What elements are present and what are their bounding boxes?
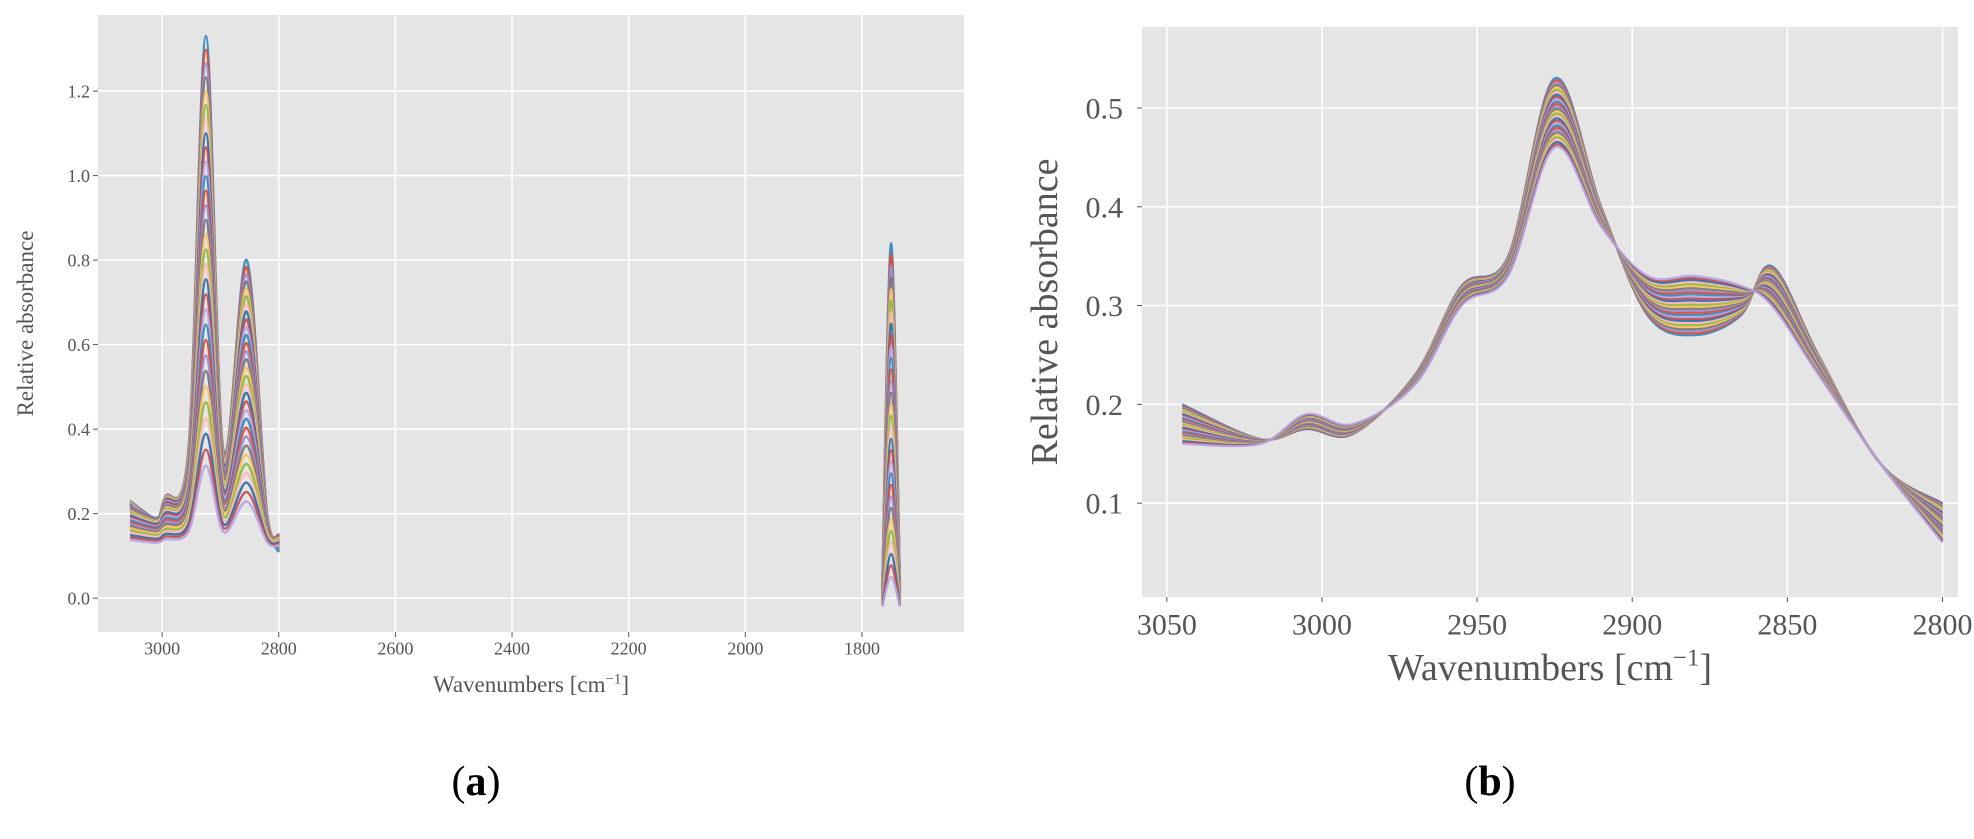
y-tick-label: 0.3 — [1086, 290, 1124, 323]
series-group — [1181, 77, 1944, 544]
x-tick-label: 3000 — [144, 639, 180, 659]
spectrum-line — [129, 448, 280, 547]
y-tick-label: 0.2 — [1086, 389, 1124, 422]
spectrum-line — [129, 464, 280, 548]
y-axis-label: Relative absorbance — [1024, 158, 1066, 465]
y-tick-label: 0.8 — [68, 250, 91, 270]
x-tick-label: 2850 — [1757, 609, 1817, 642]
panel-a-caption-letter: a — [465, 759, 487, 805]
plot-area — [98, 15, 964, 632]
x-tick-label: 3000 — [1292, 609, 1352, 642]
spectrum-line — [881, 575, 902, 607]
y-tick-label: 0.4 — [1086, 191, 1124, 224]
panel-b-caption-letter: b — [1478, 759, 1502, 805]
x-tick-label: 2950 — [1447, 609, 1507, 642]
x-tick-label: 2600 — [377, 639, 413, 659]
y-tick-label: 0.2 — [68, 504, 91, 524]
y-tick-label: 1.2 — [68, 81, 91, 101]
x-axis-label: Wavenumbers [cm−1] — [1388, 645, 1712, 689]
x-tick-label: 2200 — [611, 639, 647, 659]
spectrum-line — [129, 416, 280, 544]
x-tick-label: 2900 — [1602, 609, 1662, 642]
x-tick-label: 2800 — [261, 639, 297, 659]
x-tick-label: 3050 — [1137, 609, 1197, 642]
y-tick-label: 0.6 — [68, 335, 91, 355]
x-axis-label: Wavenumbers [cm−1] — [433, 671, 629, 697]
x-tick-label: 2400 — [494, 639, 530, 659]
y-tick-label: 1.0 — [68, 166, 91, 186]
y-tick-label: 0.1 — [1086, 488, 1124, 521]
series-group — [129, 34, 902, 607]
chart-panel-a: 3000 2800 2600 2400 2200 2000 1800 0.0 0.2 0.4 0.6… — [13, 15, 964, 697]
x-tick-label: 2000 — [727, 639, 763, 659]
spectrum-line — [129, 432, 280, 545]
panel-a-caption: (a) — [451, 759, 501, 805]
y-tick-label: 0.4 — [68, 419, 91, 439]
y-tick-label: 0.0 — [68, 588, 91, 608]
y-axis-label: Relative absorbance — [13, 231, 38, 417]
x-tick-label: 2800 — [1912, 609, 1972, 642]
panel-b-caption: (b) — [1464, 759, 1516, 805]
x-tick-label: 1800 — [844, 639, 880, 659]
spectrum-line — [1182, 145, 1944, 544]
chart-panel-b: 3050 3000 2950 2900 2850 2800 0.1 0.2 0.3 0.4 0.5 W… — [1024, 27, 1972, 689]
y-tick-label: 0.5 — [1086, 93, 1124, 126]
spectrum-line — [129, 400, 280, 543]
